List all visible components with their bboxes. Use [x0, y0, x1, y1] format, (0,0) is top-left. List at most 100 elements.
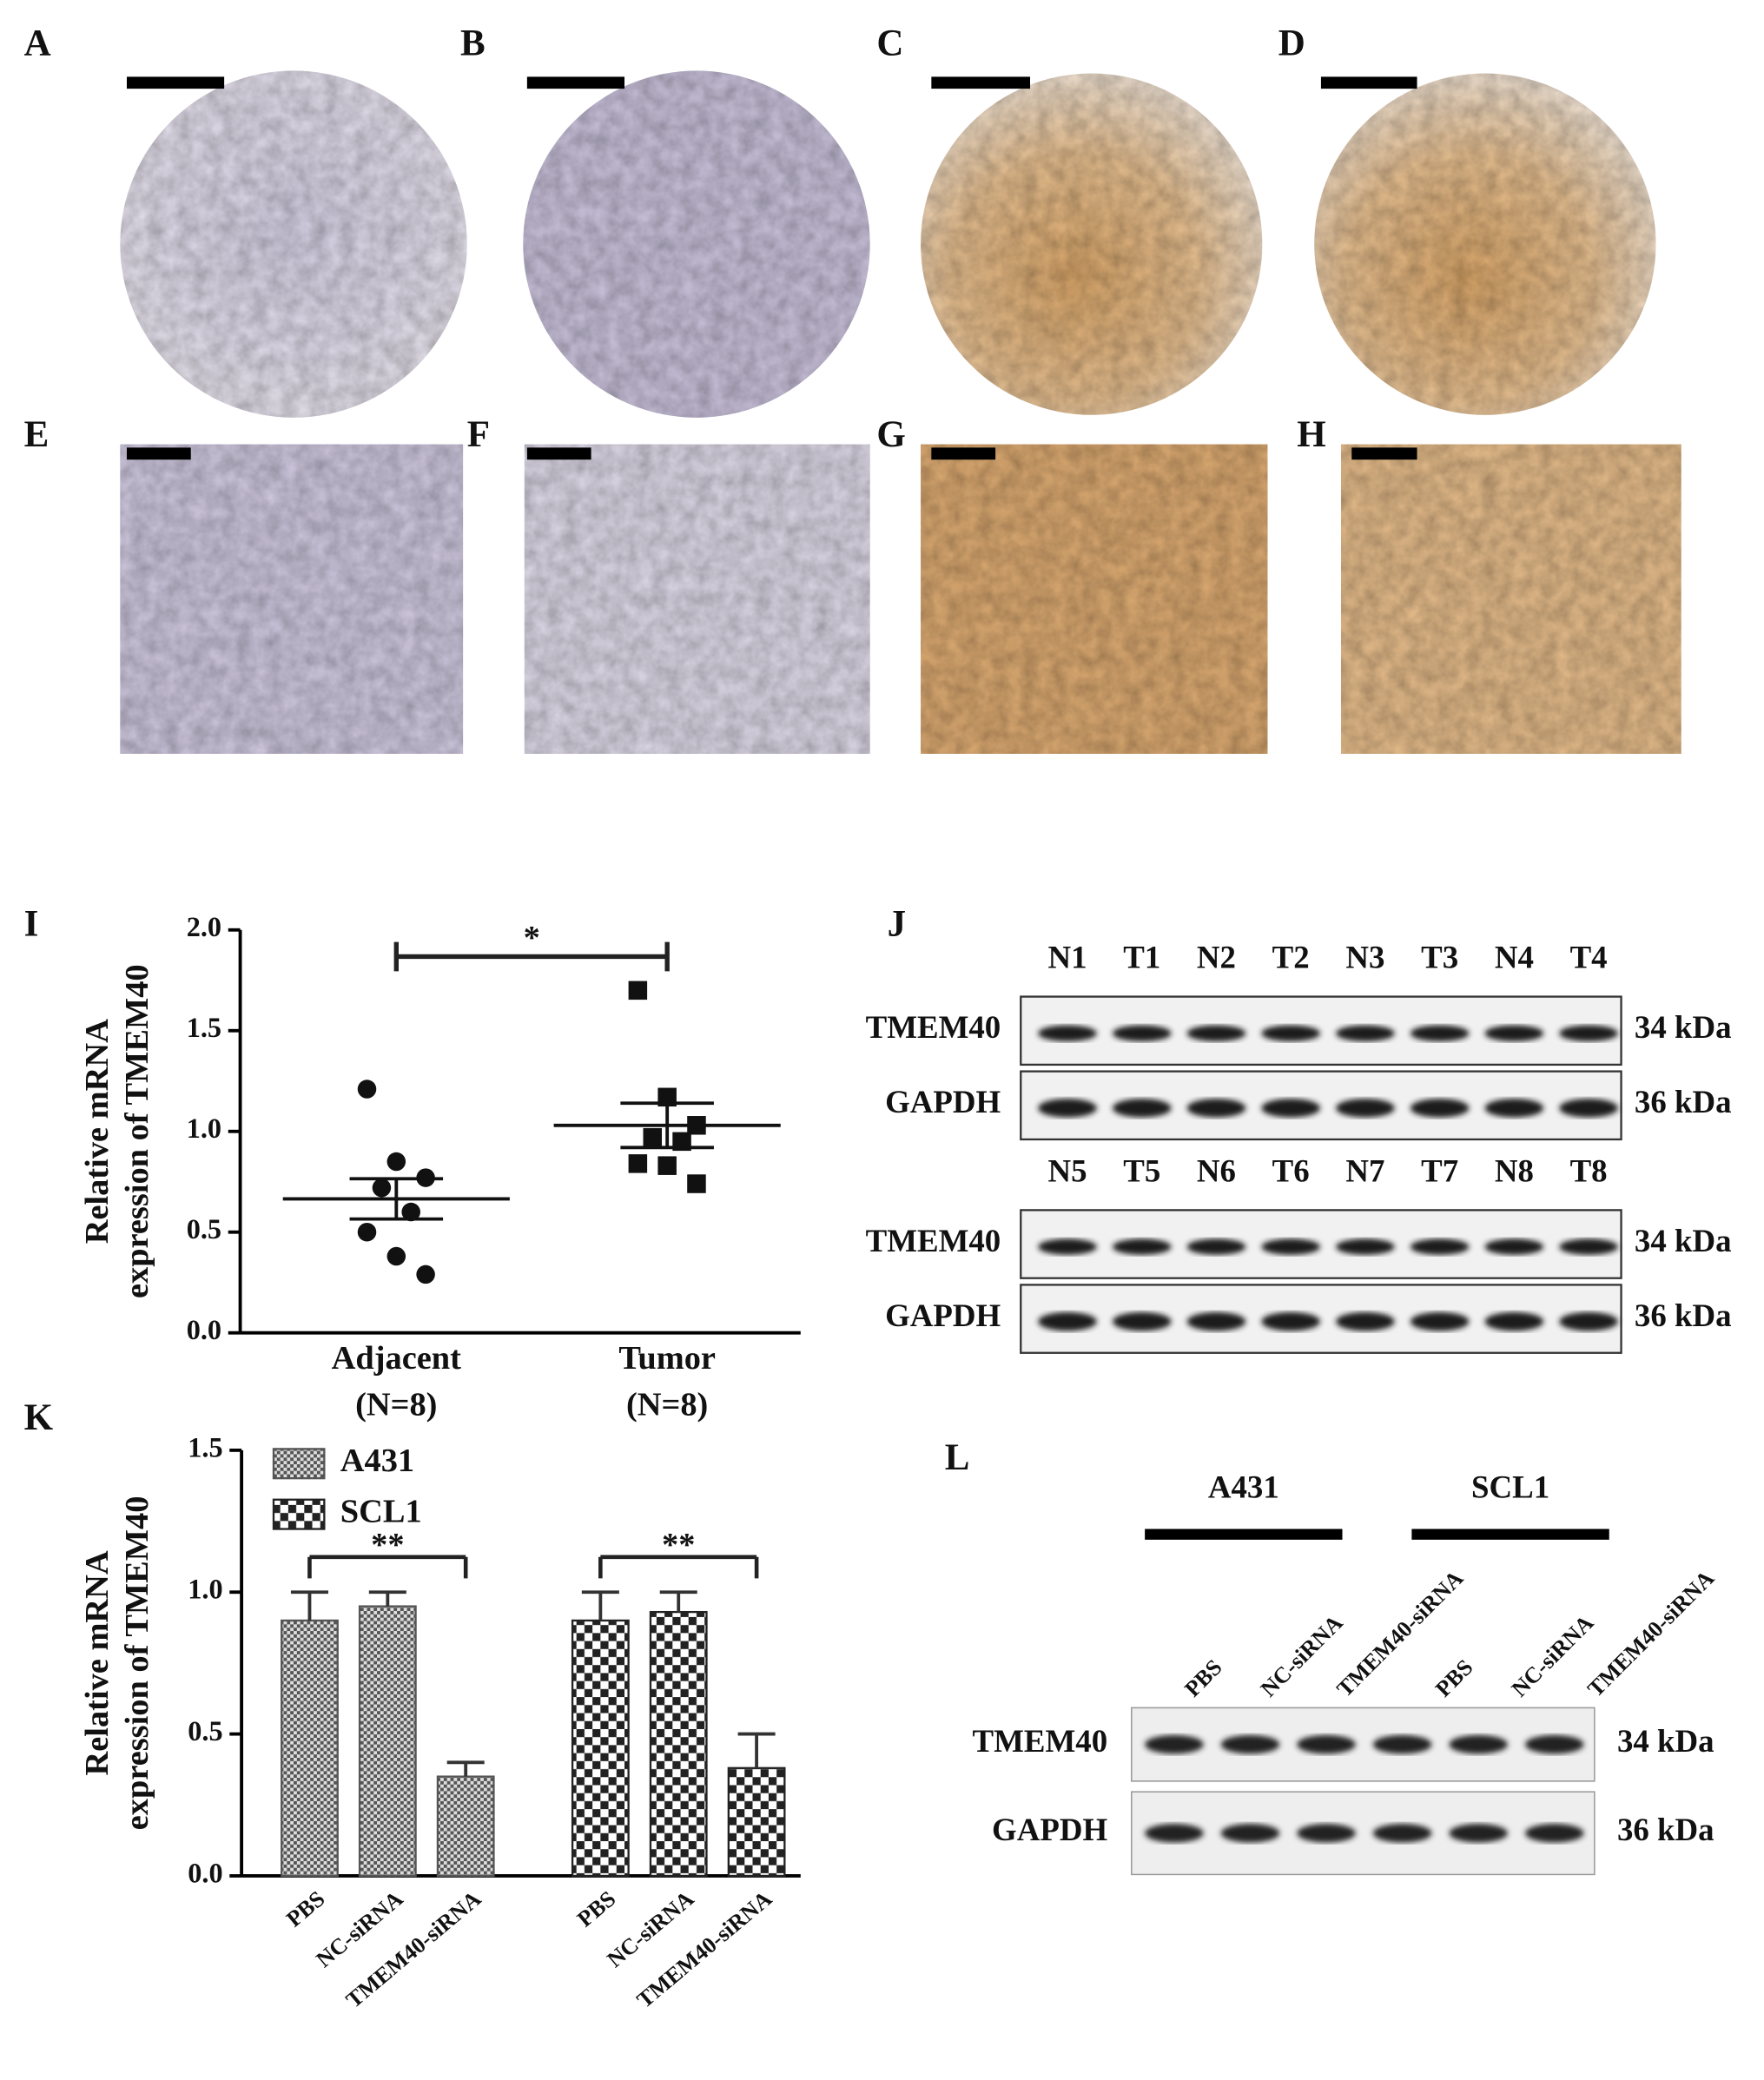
y-tick-label: 0.0: [187, 1314, 221, 1345]
lane-label: N1: [1048, 940, 1087, 975]
size-label: 36 kDa: [1635, 1084, 1732, 1119]
band: [1410, 1025, 1470, 1042]
size-label: 34 kDa: [1617, 1723, 1714, 1759]
band: [1410, 1099, 1470, 1118]
band: [1484, 1025, 1544, 1042]
lane-label: NC-siRNA: [1507, 1610, 1599, 1702]
x-tick-sublabel: (N=8): [355, 1387, 437, 1423]
y-axis-label: Relative mRNA: [79, 1550, 116, 1775]
significance-label: **: [662, 1527, 695, 1563]
x-tick-label: TMEM40-siRNA: [341, 1885, 486, 2012]
size-label: 34 kDa: [1635, 1009, 1732, 1045]
band: [1484, 1099, 1544, 1118]
lane-label: T3: [1421, 940, 1458, 975]
lane-label: PBS: [1430, 1654, 1477, 1701]
x-tick-label: Adjacent: [332, 1340, 461, 1377]
lane-label: T4: [1570, 940, 1608, 975]
legend-swatch: [272, 1448, 326, 1480]
point: [628, 981, 648, 1000]
significance-bracket: [307, 1555, 468, 1579]
scale-bars: [126, 76, 1417, 460]
point: [357, 1080, 377, 1099]
panel-label: J: [888, 904, 906, 945]
point: [372, 1178, 392, 1198]
legend-label: SCL1: [340, 1493, 422, 1529]
blot-strip: [1131, 1791, 1596, 1876]
protein-label: GAPDH: [885, 1298, 1001, 1333]
lane-label: N5: [1048, 1152, 1087, 1188]
panel-label: I: [24, 904, 39, 945]
band: [1186, 1311, 1246, 1331]
band: [1372, 1824, 1432, 1843]
x-tick-label: Tumor: [618, 1340, 716, 1377]
panel-label: D: [1278, 23, 1305, 64]
band: [1524, 1734, 1584, 1754]
band: [1297, 1734, 1356, 1754]
bar: [436, 1775, 495, 1878]
y-tick-label: 1.0: [188, 1574, 222, 1605]
band: [1261, 1238, 1321, 1255]
band: [1186, 1238, 1246, 1255]
point: [386, 1246, 406, 1266]
band: [1112, 1099, 1172, 1118]
band: [1112, 1238, 1172, 1255]
lane-label: T5: [1123, 1152, 1160, 1188]
band: [1559, 1099, 1618, 1118]
group-label: SCL1: [1471, 1469, 1549, 1504]
panel-label: F: [467, 414, 490, 455]
band: [1524, 1824, 1584, 1843]
x-tick-label: PBS: [281, 1886, 329, 1932]
band: [1449, 1734, 1508, 1754]
lane-label: NC-siRNA: [1256, 1610, 1348, 1702]
y-tick-label: 0.5: [188, 1715, 222, 1747]
x-tick-label: TMEM40-siRNA: [632, 1885, 777, 2012]
y-axis-label: expression of TMEM40: [119, 1496, 155, 1831]
panel-label: K: [24, 1397, 54, 1438]
band: [1484, 1238, 1544, 1255]
y-tick-label: 0.5: [187, 1213, 221, 1245]
lane-label: N3: [1345, 940, 1384, 975]
significance-label: *: [524, 920, 540, 956]
band: [1336, 1311, 1395, 1331]
band: [1038, 1099, 1097, 1118]
point: [657, 1156, 677, 1175]
band: [1297, 1824, 1356, 1843]
lane-label: N2: [1197, 940, 1236, 975]
y-axis-label: expression of TMEM40: [119, 964, 155, 1298]
lane-label: N8: [1495, 1152, 1534, 1188]
band: [1449, 1824, 1508, 1843]
bar: [571, 1619, 630, 1878]
bar: [281, 1619, 339, 1878]
protein-label: TMEM40: [973, 1723, 1108, 1759]
size-label: 36 kDa: [1635, 1298, 1732, 1333]
band: [1186, 1099, 1246, 1118]
band: [1112, 1311, 1172, 1331]
x-tick-sublabel: (N=8): [626, 1387, 708, 1423]
tissue-core: [523, 70, 870, 418]
point: [416, 1265, 435, 1284]
panel-label: A: [24, 23, 51, 64]
band: [1336, 1099, 1395, 1118]
point: [628, 1154, 648, 1173]
protein-label: TMEM40: [866, 1223, 1001, 1258]
band: [1484, 1311, 1544, 1331]
legend-swatch: [272, 1498, 326, 1530]
significance-bracket: [393, 941, 670, 972]
lane-label: T2: [1272, 940, 1310, 975]
panel-label: H: [1297, 414, 1325, 455]
bar: [727, 1766, 786, 1878]
band: [1559, 1311, 1618, 1331]
protein-label: TMEM40: [866, 1009, 1001, 1045]
panel-label: B: [460, 23, 486, 64]
tissue-core: [1314, 73, 1656, 415]
panel-label: C: [876, 23, 903, 64]
lane-label: T6: [1272, 1152, 1310, 1188]
lane-label: N7: [1345, 1152, 1384, 1188]
bar: [649, 1610, 708, 1878]
lane-label: N4: [1495, 940, 1534, 975]
band: [1336, 1025, 1395, 1042]
lane-label: T8: [1570, 1152, 1608, 1188]
protein-label: GAPDH: [992, 1812, 1107, 1847]
